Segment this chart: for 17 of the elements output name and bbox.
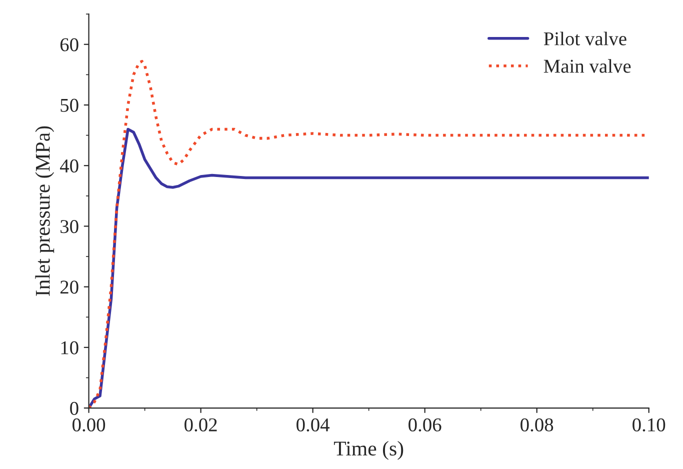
- y-tick-label: 0: [70, 402, 78, 415]
- y-tick-label: 50: [60, 98, 78, 112]
- x-tick-label: 0.08: [520, 418, 554, 432]
- y-tick-label: 60: [60, 38, 78, 52]
- y-tick-label: 20: [60, 280, 78, 294]
- legend-label: Pilot valve: [544, 32, 626, 46]
- x-tick-label: 0.10: [632, 418, 666, 432]
- y-tick-label: 10: [61, 341, 78, 354]
- y-axis-title: Inlet pressure (MPa): [35, 126, 54, 296]
- x-tick-label: 0.06: [408, 418, 442, 432]
- x-tick-label: 0.00: [72, 418, 106, 432]
- legend-label: Main valve: [544, 59, 631, 73]
- y-tick-label: 40: [60, 159, 78, 173]
- x-tick-label: 0.02: [184, 418, 217, 432]
- x-axis-title: Time (s): [334, 440, 404, 460]
- x-tick-label: 0.04: [296, 418, 330, 432]
- y-tick-label: 30: [60, 220, 78, 234]
